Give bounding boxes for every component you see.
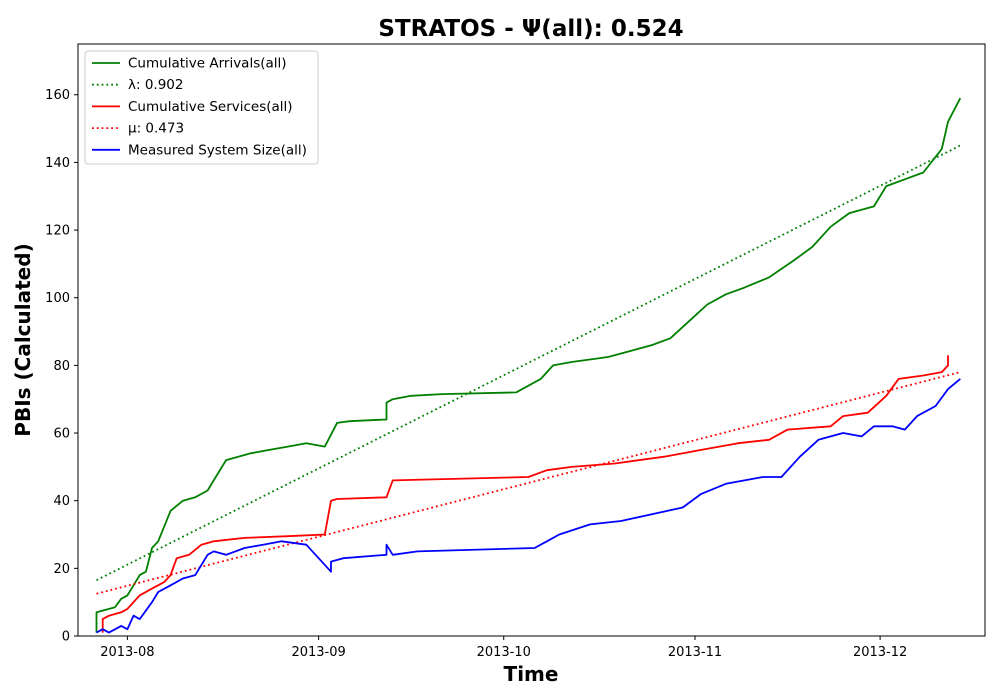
y-tick-label: 60 xyxy=(53,427,70,442)
y-axis-label: PBIs (Calculated) xyxy=(11,243,35,436)
legend-label: Cumulative Services(all) xyxy=(128,99,293,115)
y-tick-label: 100 xyxy=(45,291,70,306)
series-line-2 xyxy=(101,355,949,633)
x-tick-label: 2013-12 xyxy=(853,645,907,660)
x-tick-label: 2013-11 xyxy=(668,645,722,660)
series-line-4 xyxy=(96,378,961,634)
x-tick-label: 2013-10 xyxy=(477,645,531,660)
x-tick-label: 2013-08 xyxy=(100,645,154,660)
x-axis-label: Time xyxy=(504,662,559,686)
series-layer xyxy=(95,97,962,634)
legend-label: λ: 0.902 xyxy=(128,77,183,93)
y-axis: 0 20 40 60 80 100 120 140 160 xyxy=(45,88,78,645)
y-tick-label: 140 xyxy=(45,156,70,171)
y-tick-label: 160 xyxy=(45,88,70,103)
legend: Cumulative Arrivals(all) λ: 0.902 Cumulati… xyxy=(84,50,319,165)
y-tick-label: 120 xyxy=(45,224,70,239)
legend-frame xyxy=(84,50,319,165)
legend-label: Measured System Size(all) xyxy=(128,142,307,158)
y-tick-label: 20 xyxy=(53,562,70,577)
y-tick-label: 0 xyxy=(62,630,70,645)
legend-label: μ: 0.473 xyxy=(128,121,184,137)
x-tick-label: 2013-09 xyxy=(291,645,345,660)
series-line-0 xyxy=(95,97,962,633)
y-tick-label: 40 xyxy=(53,494,70,509)
x-axis: 2013-08 2013-09 2013-10 2013-11 2013-12 xyxy=(100,636,907,660)
legend-label: Cumulative Arrivals(all) xyxy=(128,56,287,72)
y-tick-label: 80 xyxy=(53,359,70,374)
chart-title: STRATOS - Ψ(all): 0.524 xyxy=(378,16,683,42)
